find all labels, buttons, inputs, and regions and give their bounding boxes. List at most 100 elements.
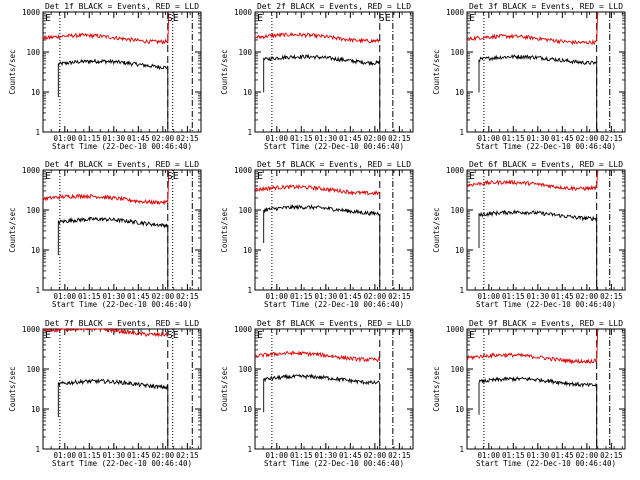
- panel-title: Det 8f BLACK = Events, RED = LLD: [257, 319, 411, 328]
- y-tick-label: 10: [243, 405, 253, 414]
- x-tick-label: 02:00: [152, 451, 175, 460]
- x-tick-label: 01:00: [54, 134, 77, 143]
- x-axis-label: Start Time (22-Dec-10 00:46:40): [264, 300, 404, 309]
- marker-left-label: E: [469, 13, 475, 24]
- panel-9: Det 9f BLACK = Events, RED = LLD 1 10 100 10…: [432, 319, 626, 468]
- plot-frame: [254, 328, 414, 450]
- lld-series-line: [42, 11, 170, 45]
- x-axis-label: Start Time (22-Dec-10 00:46:40): [52, 142, 192, 151]
- y-tick-label: 100: [26, 48, 40, 57]
- panel-8: Det 8f BLACK = Events, RED = LLD 1 10 100 10…: [220, 319, 414, 468]
- y-tick-label: 1: [35, 128, 40, 137]
- x-tick-label: 01:15: [290, 292, 313, 301]
- panel-4: Det 4f BLACK = Events, RED = LLD 1 10 100 10…: [8, 160, 202, 309]
- y-tick-label: 10: [455, 246, 465, 255]
- marker-left-label: E: [469, 330, 475, 341]
- panel-3: Det 3f BLACK = Events, RED = LLD 1 10 100 10…: [432, 2, 626, 151]
- y-tick-label: 1: [35, 445, 40, 454]
- x-tick-label: 01:45: [551, 451, 574, 460]
- x-tick-label: 02:15: [600, 451, 623, 460]
- x-tick-label: 02:00: [576, 292, 599, 301]
- events-series-line: [263, 373, 381, 449]
- x-axis-label: Start Time (22-Dec-10 00:46:40): [52, 300, 192, 309]
- x-axis-label: Start Time (22-Dec-10 00:46:40): [52, 459, 192, 468]
- y-tick-label: 10: [31, 246, 41, 255]
- x-tick-label: 01:15: [78, 451, 101, 460]
- x-tick-label: 01:45: [127, 292, 150, 301]
- y-tick-label: 100: [238, 206, 252, 215]
- x-tick-label: 01:45: [127, 451, 150, 460]
- x-tick-label: 02:15: [600, 134, 623, 143]
- y-tick-label: 1: [247, 128, 252, 137]
- panel-title: Det 4f BLACK = Events, RED = LLD: [45, 160, 199, 169]
- x-axis-label: Start Time (22-Dec-10 00:46:40): [476, 459, 616, 468]
- y-tick-label: 100: [26, 365, 40, 374]
- y-tick-label: 1: [459, 445, 464, 454]
- y-axis-label: Counts/sec: [8, 49, 17, 94]
- x-tick-label: 02:15: [388, 451, 411, 460]
- y-tick-label: 1000: [446, 8, 465, 17]
- plot-frame: [254, 11, 414, 133]
- plot-frame: [42, 328, 202, 450]
- x-tick-label: 01:00: [54, 451, 77, 460]
- marker-left-label: E: [469, 171, 475, 182]
- y-tick-label: 10: [455, 88, 465, 97]
- x-axis-label: Start Time (22-Dec-10 00:46:40): [476, 142, 616, 151]
- panel-title: Det 1f BLACK = Events, RED = LLD: [45, 2, 199, 11]
- y-tick-label: 10: [31, 405, 41, 414]
- x-tick-label: 01:30: [103, 292, 126, 301]
- lld-series-line: [254, 31, 381, 44]
- x-tick-label: 01:00: [478, 451, 501, 460]
- y-tick-label: 1000: [22, 8, 41, 17]
- x-tick-label: 01:45: [339, 451, 362, 460]
- marker-left-label: E: [45, 171, 51, 182]
- events-series-line: [57, 216, 169, 290]
- panel-title: Det 5f BLACK = Events, RED = LLD: [257, 160, 411, 169]
- x-tick-label: 02:15: [176, 292, 199, 301]
- y-axis-label: Counts/sec: [220, 207, 229, 252]
- x-tick-label: 02:00: [152, 134, 175, 143]
- y-tick-label: 1000: [234, 8, 253, 17]
- x-tick-label: 01:15: [502, 451, 525, 460]
- y-axis-label: Counts/sec: [220, 366, 229, 411]
- panel-title: Det 9f BLACK = Events, RED = LLD: [469, 319, 623, 328]
- marker-left-label: E: [257, 13, 263, 24]
- x-tick-label: 02:15: [600, 292, 623, 301]
- panel-1: Det 1f BLACK = Events, RED = LLD 1 10 100 10…: [8, 2, 202, 151]
- panel-title: Det 7f BLACK = Events, RED = LLD: [45, 319, 199, 328]
- y-tick-label: 1000: [22, 166, 41, 175]
- x-tick-label: 01:15: [78, 292, 101, 301]
- plot-frame: [42, 169, 202, 291]
- y-axis-label: Counts/sec: [220, 49, 229, 94]
- y-tick-label: 1: [247, 286, 252, 295]
- y-tick-label: 1: [247, 445, 252, 454]
- x-tick-label: 02:00: [576, 134, 599, 143]
- events-series-line: [478, 376, 598, 449]
- x-tick-label: 01:00: [266, 451, 289, 460]
- y-axis-label: Counts/sec: [432, 207, 441, 252]
- panel-2: Det 2f BLACK = Events, RED = LLD 1 10 100 10…: [220, 2, 414, 151]
- y-tick-label: 10: [31, 88, 41, 97]
- x-tick-label: 02:15: [176, 451, 199, 460]
- lld-series-line: [466, 328, 599, 365]
- events-series-line: [57, 58, 169, 132]
- panel-title: Det 2f BLACK = Events, RED = LLD: [257, 2, 411, 11]
- plot-frame: [466, 328, 626, 450]
- x-tick-label: 01:30: [315, 134, 338, 143]
- y-tick-label: 1000: [446, 166, 465, 175]
- x-tick-label: 02:00: [364, 134, 387, 143]
- x-tick-label: 01:30: [527, 292, 550, 301]
- y-tick-label: 1000: [22, 325, 41, 334]
- x-tick-label: 01:00: [478, 292, 501, 301]
- lld-series-line: [42, 169, 170, 206]
- panel-6: Det 6f BLACK = Events, RED = LLD 1 10 100 10…: [432, 160, 626, 309]
- marker-right-label: SE: [167, 330, 179, 341]
- y-tick-label: 100: [238, 48, 252, 57]
- y-tick-label: 10: [243, 246, 253, 255]
- plot-frame: [466, 11, 626, 133]
- lld-series-line: [466, 169, 599, 192]
- marker-right-label: SE: [379, 13, 391, 24]
- x-tick-label: 01:45: [127, 134, 150, 143]
- y-tick-label: 1000: [446, 325, 465, 334]
